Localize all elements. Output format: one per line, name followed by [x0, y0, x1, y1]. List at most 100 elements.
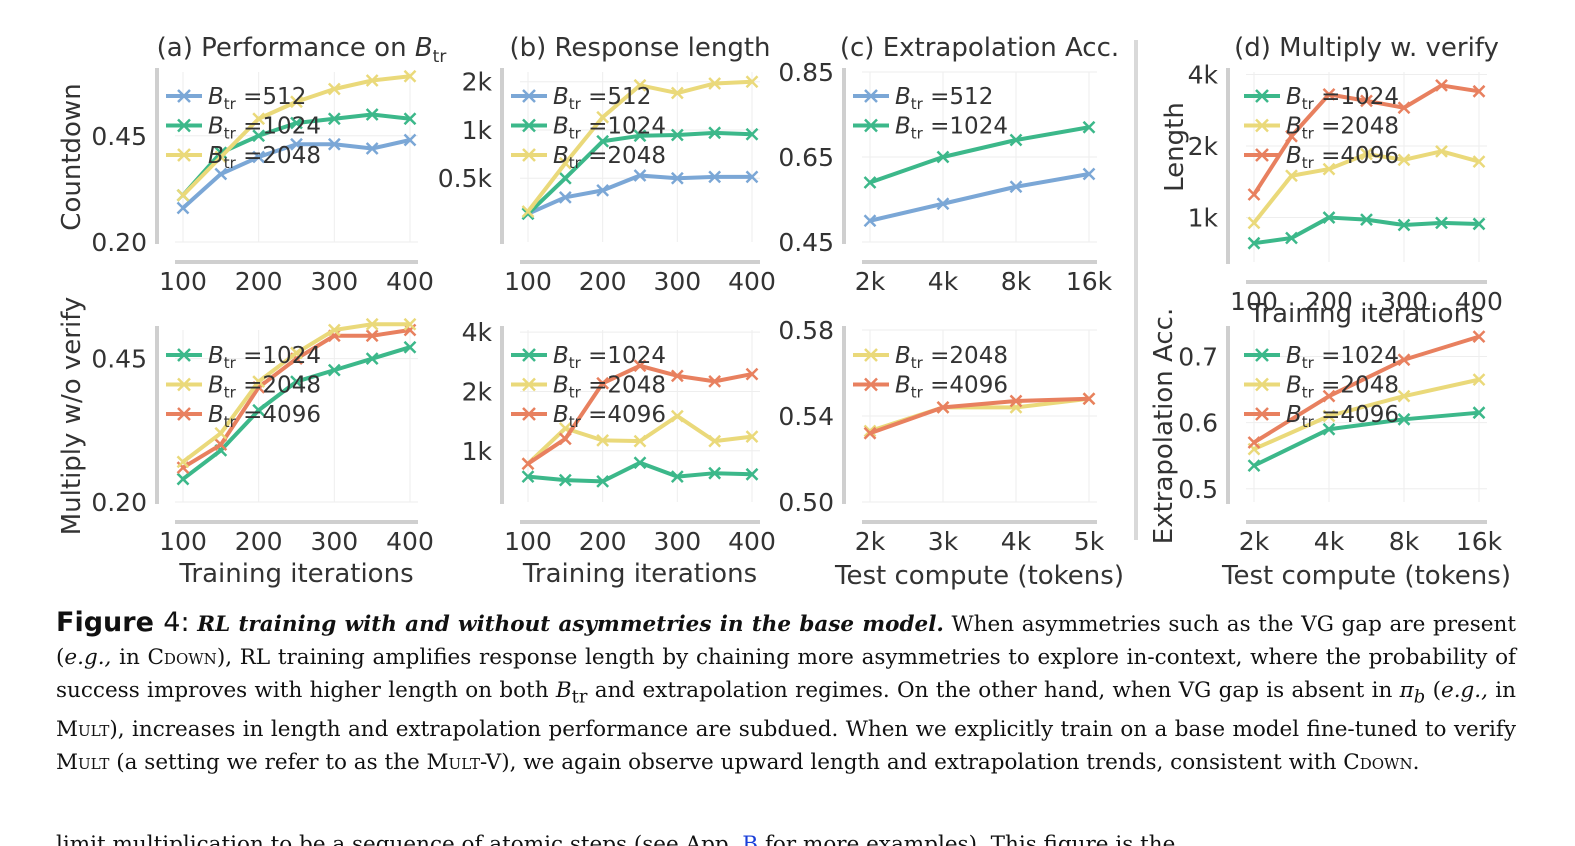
x-tick-label: 2k: [855, 527, 886, 556]
legend-label: Btr =4096: [553, 402, 666, 431]
data-point-marker: [745, 170, 759, 184]
series-line-yellow: [1253, 377, 1480, 451]
x-axis-label: Test compute (tokens): [834, 561, 1124, 591]
data-point-marker: [670, 128, 684, 142]
y-tick-label: 2k: [462, 68, 493, 97]
data-point-marker: [403, 69, 417, 83]
data-point-marker: [1472, 155, 1486, 168]
x-tick-label: 4k: [928, 267, 959, 296]
data-point-marker: [1082, 167, 1096, 181]
data-point-marker: [708, 374, 722, 388]
legend-marker: [1255, 89, 1269, 103]
data-point-marker: [327, 363, 341, 377]
data-point-marker: [176, 201, 190, 215]
data-point-marker: [596, 110, 610, 124]
panel-g: 2k 3k 4k 5k 0.50 0.54 0.58 Test compute (tokens…: [778, 316, 1124, 591]
data-point-marker: [365, 329, 379, 343]
data-point-marker: [596, 183, 610, 197]
x-tick-label: 100: [159, 267, 207, 296]
data-point-marker: [290, 375, 303, 388]
legend-label: Btr =1024: [208, 114, 321, 143]
x-tick-label: 200: [579, 267, 627, 296]
x-axis-label: Training iterations: [522, 559, 757, 589]
data-point-marker: [670, 470, 684, 483]
legend-label: Btr =1024: [553, 114, 666, 143]
data-point-marker: [633, 359, 647, 373]
data-point-marker: [252, 112, 266, 126]
data-point-marker: [1435, 79, 1448, 92]
data-point-marker: [558, 156, 572, 170]
data-point-marker: [1285, 169, 1298, 183]
data-point-marker: [1435, 216, 1448, 230]
data-point-marker: [863, 426, 877, 440]
data-point-marker: [365, 74, 379, 87]
data-point-marker: [670, 409, 684, 423]
legend-label: Btr =4096: [895, 373, 1008, 402]
data-point-marker: [596, 474, 610, 488]
x-tick-label: 400: [728, 527, 776, 556]
data-point-marker: [1247, 459, 1261, 472]
figure-label: Figure 4:: [56, 607, 190, 638]
data-point-marker: [745, 75, 759, 89]
legend-label: Btr =2048: [553, 373, 666, 402]
x-tick-label: 200: [235, 527, 283, 556]
legend-label: Btr =512: [895, 84, 993, 113]
legend-label: Btr =1024: [895, 114, 1008, 143]
series-line-orange: [1252, 334, 1480, 445]
data-point-marker: [596, 376, 610, 390]
legend-marker: [177, 348, 191, 362]
data-point-marker: [176, 472, 190, 486]
legend-marker: [522, 89, 536, 103]
legend-marker: [522, 118, 536, 133]
appendix-link[interactable]: B: [742, 832, 759, 846]
legend-label: Btr =1024: [1286, 343, 1399, 372]
panel-c: 2k 4k 8k 16k 0.45 0.65 0.85(c) Extrapolation A…: [778, 33, 1119, 296]
data-point-marker: [1435, 144, 1448, 158]
legend-label: Btr =2048: [895, 343, 1008, 372]
data-point-marker: [670, 369, 684, 383]
x-tick-label: 400: [386, 527, 434, 556]
x-tick-label: 400: [1455, 287, 1503, 316]
data-point-marker: [1082, 120, 1096, 134]
x-tick-label: 200: [235, 267, 283, 296]
x-tick-label: 100: [1230, 287, 1278, 316]
y-axis-label: Multiply w/o verify: [57, 297, 87, 536]
data-point-marker: [1322, 211, 1336, 224]
data-point-marker: [365, 317, 379, 331]
x-tick-label: 400: [386, 267, 434, 296]
data-point-marker: [745, 467, 759, 481]
y-tick-label: 1k: [462, 437, 493, 466]
data-point-marker: [1360, 94, 1373, 108]
y-tick-label: 0.45: [778, 228, 834, 257]
x-tick-label: 200: [579, 527, 627, 556]
y-tick-label: 0.65: [778, 143, 834, 172]
data-point-marker: [596, 134, 610, 148]
x-tick-label: 200: [1305, 287, 1353, 316]
data-point-marker: [1009, 133, 1023, 147]
series-line-blue: [869, 172, 1090, 223]
body-text-cutoff: limit multiplication to be a sequence of…: [56, 828, 1516, 846]
data-point-marker: [558, 432, 572, 446]
legend-marker: [1255, 148, 1269, 162]
data-point-marker: [1322, 409, 1336, 423]
legend-marker: [177, 118, 191, 133]
legend-marker: [1255, 377, 1269, 392]
data-point-marker: [1472, 217, 1486, 231]
y-axis-label: Length: [1160, 102, 1190, 192]
data-point-marker: [863, 176, 877, 189]
x-tick-label: 300: [310, 267, 358, 296]
data-point-marker: [1397, 101, 1411, 115]
data-point-marker: [670, 171, 684, 185]
data-point-marker: [365, 352, 379, 366]
data-point-marker: [1322, 422, 1336, 436]
data-point-marker: [1472, 330, 1486, 343]
y-tick-label: 4k: [462, 318, 493, 347]
data-point-marker: [1472, 84, 1486, 98]
data-point-marker: [1397, 389, 1411, 403]
x-tick-label: 8k: [1001, 267, 1032, 296]
data-point-marker: [1397, 412, 1411, 426]
data-point-marker: [1397, 153, 1411, 167]
x-tick-label: 100: [504, 527, 552, 556]
legend-marker: [522, 148, 536, 162]
